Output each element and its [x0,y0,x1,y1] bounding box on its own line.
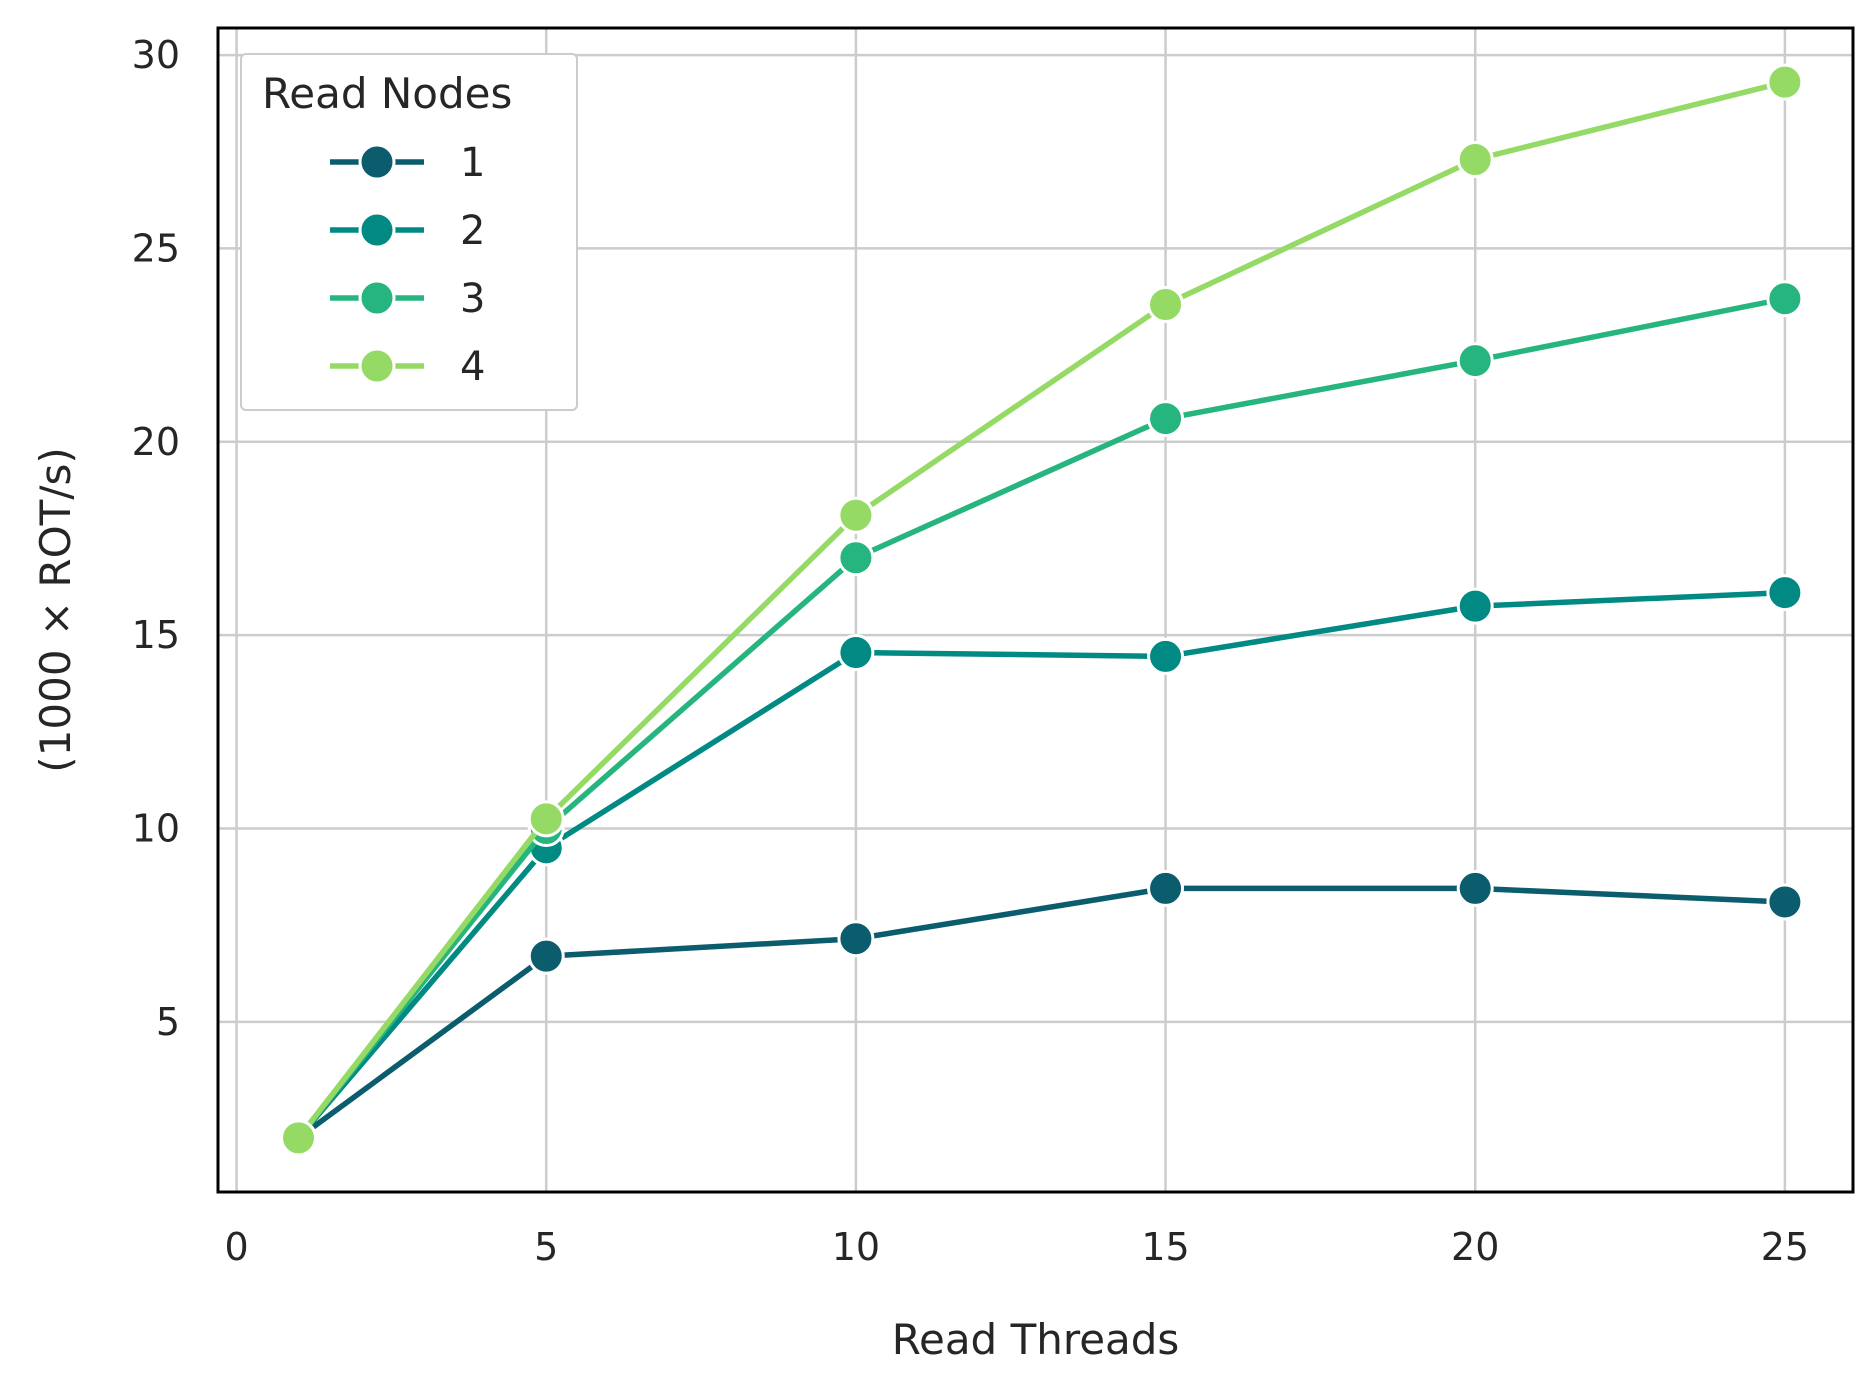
series-2-line [295,589,1788,1141]
y-tick-labels: 5 10 15 20 25 30 [132,33,180,1044]
series-1 [280,869,1804,1157]
legend-item-1: 1 [330,140,485,186]
series-4-point [1456,140,1494,178]
series-3-point [1766,280,1804,318]
legend-item-2: 2 [330,208,485,254]
legend-marker [358,347,396,385]
y-tick-label: 15 [132,613,180,657]
legend-label: 2 [460,208,485,254]
series-1-point [1147,869,1185,907]
legend-item-4: 4 [330,344,485,390]
legend-marker [358,279,396,317]
x-axis-label: Read Threads [892,1315,1180,1364]
series-2-point [1456,587,1494,625]
series-3-point [1456,342,1494,380]
legend-marker [358,143,396,181]
legend-label: 4 [460,344,485,390]
legend-marker [358,211,396,249]
series-1-point [1456,869,1494,907]
series-3 [280,280,1804,1157]
plot-frame [216,26,1855,1194]
x-tick-labels: 0 5 10 15 20 25 [224,1225,1809,1269]
x-tick-label: 20 [1451,1225,1499,1269]
y-tick-label: 5 [156,1000,180,1044]
series-4-point [837,496,875,534]
x-tick-label: 10 [832,1225,880,1269]
series-4 [280,63,1804,1157]
series-1-line [295,885,1788,1141]
legend-label: 1 [460,140,485,186]
y-tick-label: 20 [132,420,180,464]
series-2-point [1766,574,1804,612]
y-tick-label: 25 [132,226,180,270]
legend-title: Read Nodes [262,69,512,118]
series-3-point [837,539,875,577]
series-4-point [527,800,565,838]
series-3-line [295,295,1788,1141]
series-3-point [1147,400,1185,438]
legend: Read Nodes 1 2 3 4 [240,53,578,411]
series-4-point [280,1119,318,1157]
series-2-point [837,634,875,672]
series-4-point [1147,285,1185,323]
legend-item-3: 3 [330,276,485,322]
legend-items: 1 2 3 4 [330,140,485,390]
x-tick-label: 0 [224,1225,248,1269]
legend-label: 3 [460,276,485,322]
y-axis-label: (1000 × ROT/s) [31,447,80,772]
x-tick-label: 5 [534,1225,558,1269]
series-4-point [1766,63,1804,101]
series-1-point [527,937,565,975]
series-layer [280,63,1804,1157]
series-1-point [1766,883,1804,921]
series-2-point [1147,637,1185,675]
x-tick-label: 15 [1141,1225,1189,1269]
series-1-point [837,920,875,958]
y-tick-label: 30 [132,33,180,77]
y-tick-label: 10 [132,806,180,850]
x-tick-label: 25 [1761,1225,1809,1269]
series-4-line [295,79,1788,1141]
